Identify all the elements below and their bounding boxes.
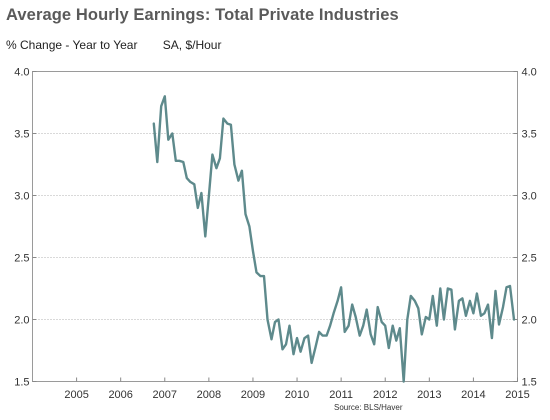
chart-subtitle: % Change - Year to Year SA, $/Hour xyxy=(6,38,243,52)
y-tick-label-left: 2.0 xyxy=(14,315,29,327)
source-note: Source: BLS/Haver xyxy=(334,403,403,412)
series-line xyxy=(152,95,516,383)
chart-title: Average Hourly Earnings: Total Private I… xyxy=(6,6,399,24)
x-tick-label: 2014 xyxy=(461,389,485,401)
x-tick-label: 2005 xyxy=(64,389,88,401)
subtitle-adjustment: SA, $/Hour xyxy=(162,38,222,52)
x-tick-label: 2012 xyxy=(373,389,397,401)
x-tick-label: 2015 xyxy=(505,389,529,401)
y-tick-label-left: 1.5 xyxy=(14,377,29,389)
x-tick-label: 2008 xyxy=(197,389,221,401)
x-tick-label: 2011 xyxy=(329,389,353,401)
x-tick-label: 2010 xyxy=(285,389,309,401)
y-tick-label-right: 4.0 xyxy=(522,67,537,79)
x-tick-label: 2013 xyxy=(417,389,441,401)
y-tick-label-right: 1.5 xyxy=(522,377,537,389)
x-tick-label: 2009 xyxy=(241,389,265,401)
x-tick-label: 2006 xyxy=(108,389,132,401)
subtitle-units: % Change - Year to Year xyxy=(6,38,138,52)
y-tick-label-right: 2.5 xyxy=(522,253,537,265)
y-tick-label-left: 3.5 xyxy=(14,129,29,141)
axis-ticks: 1.5 1.5 2.0 2.0 2.5 2.5 3.0 3.0 3.5 3.5 4.0 4.0 2005… xyxy=(14,67,537,402)
series-layer xyxy=(152,95,516,383)
y-tick-label-left: 3.0 xyxy=(14,191,29,203)
y-tick-label-left: 4.0 xyxy=(14,67,29,79)
plot-frame xyxy=(32,71,518,382)
y-tick-label-left: 2.5 xyxy=(14,253,29,265)
x-tick-label: 2007 xyxy=(153,389,177,401)
y-tick-label-right: 2.0 xyxy=(522,315,537,327)
gridlines xyxy=(32,133,518,320)
y-tick-label-right: 3.0 xyxy=(522,191,537,203)
y-tick-label-right: 3.5 xyxy=(522,129,537,141)
